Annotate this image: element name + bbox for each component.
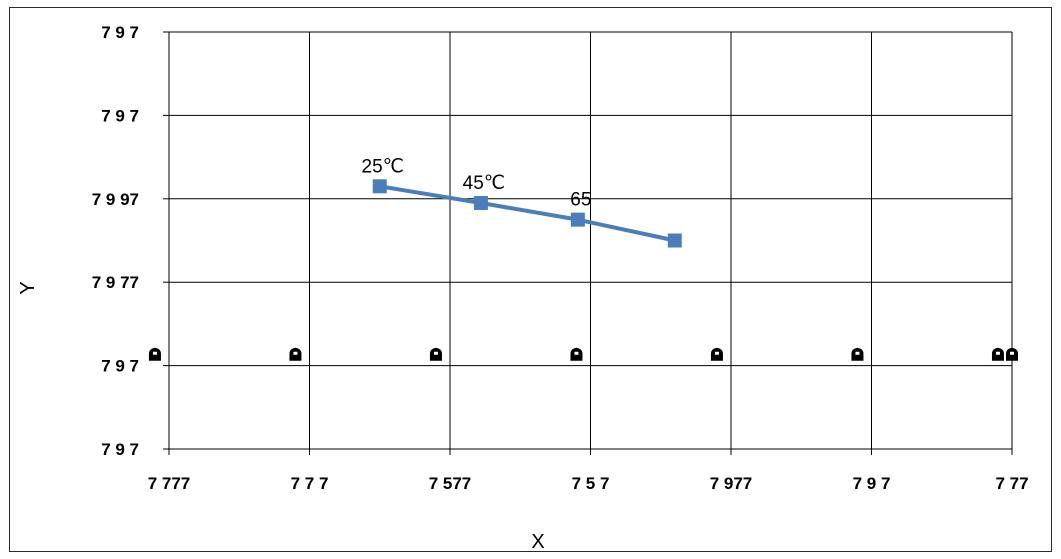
x-tick-label: 7 5 7 bbox=[572, 474, 610, 493]
series-layer: 25℃ 45℃ 65 bbox=[362, 156, 682, 248]
data-label: 65 bbox=[570, 190, 591, 211]
black-blob-marker bbox=[1006, 347, 1018, 361]
grid-lines bbox=[163, 31, 1013, 455]
black-blob-marker bbox=[710, 347, 723, 361]
x-tick-label: 7 777 bbox=[148, 474, 191, 493]
y-tick-label: 7 9 7 bbox=[101, 440, 139, 459]
markers-row bbox=[148, 347, 1018, 361]
data-label: 25℃ bbox=[362, 156, 404, 177]
black-blob-marker bbox=[429, 347, 442, 361]
black-blob-marker bbox=[570, 347, 583, 361]
y-tick-label: 7 9 77 bbox=[92, 273, 139, 292]
x-tick-label: 7 77 bbox=[995, 474, 1028, 493]
data-label: 45℃ bbox=[463, 173, 505, 194]
black-blob-marker bbox=[991, 347, 1004, 361]
series-point-marker bbox=[667, 233, 682, 248]
series-line bbox=[379, 184, 676, 243]
y-tick-label: 7 9 97 bbox=[92, 190, 139, 209]
black-blob-marker bbox=[851, 347, 864, 361]
x-tick-label: 7 577 bbox=[429, 474, 472, 493]
black-blob-notch bbox=[574, 351, 579, 355]
black-blob-notch bbox=[855, 351, 860, 355]
series-point-marker bbox=[473, 195, 488, 210]
series-point-marker bbox=[570, 212, 585, 227]
y-tick-label: 7 9 7 bbox=[101, 106, 139, 125]
x-tick-label: 7 9 7 bbox=[853, 474, 891, 493]
black-blob-marker bbox=[148, 347, 161, 361]
x-tick-label: 7 977 bbox=[710, 474, 753, 493]
y-tick-labels: 7 9 7 7 9 7 7 9 97 7 9 77 7 9 7 7 9 7 bbox=[92, 23, 139, 459]
black-blob-marker bbox=[289, 347, 302, 361]
black-blob-notch bbox=[152, 351, 157, 355]
x-tick-label: 7 7 7 bbox=[291, 474, 329, 493]
y-tick-label: 7 9 7 bbox=[101, 357, 139, 376]
black-blob-notch bbox=[714, 351, 719, 355]
x-tick-labels: 7 777 7 7 7 7 577 7 5 7 7 977 7 9 7 7 77 bbox=[148, 474, 1029, 493]
black-blob-notch bbox=[1010, 351, 1014, 355]
black-blob-notch bbox=[293, 351, 298, 355]
chart-frame bbox=[9, 7, 1052, 552]
series-point-marker bbox=[372, 179, 387, 194]
x-axis-title: X bbox=[531, 531, 544, 553]
black-blob-notch bbox=[433, 351, 438, 355]
black-blob-notch bbox=[995, 351, 1000, 355]
y-axis-title: Y bbox=[17, 281, 39, 294]
y-tick-label: 7 9 7 bbox=[101, 23, 139, 42]
